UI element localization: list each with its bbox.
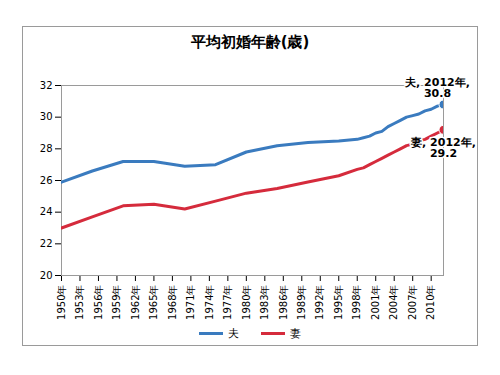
svg-text:30: 30	[40, 111, 53, 122]
html-text:妻: 妻	[290, 326, 301, 340]
html-text:平均初婚年齢(歳): 平均初婚年齢(歳)	[190, 33, 310, 51]
svg-text:1980年: 1980年	[241, 285, 252, 320]
svg-text:1974年: 1974年	[204, 285, 215, 320]
svg-text:32: 32	[40, 80, 53, 91]
svg-text:1998年: 1998年	[351, 285, 362, 320]
svg-text:1950年: 1950年	[56, 285, 67, 320]
svg-text:1965年: 1965年	[148, 285, 159, 320]
svg-text:1959年: 1959年	[111, 285, 122, 320]
svg-text:1986年: 1986年	[278, 285, 289, 320]
svg-text:1989年: 1989年	[296, 285, 307, 320]
svg-text:24: 24	[40, 206, 53, 217]
svg-text:2004年: 2004年	[388, 285, 399, 320]
svg-text:1968年: 1968年	[167, 285, 178, 320]
svg-text:妻, 2012年,29.2: 妻, 2012年,29.2	[410, 136, 476, 160]
svg-text:1995年: 1995年	[333, 285, 344, 320]
svg-text:2007年: 2007年	[407, 285, 418, 320]
svg-text:2001年: 2001年	[370, 285, 381, 320]
svg-text:1962年: 1962年	[130, 285, 141, 320]
svg-text:1977年: 1977年	[222, 285, 233, 320]
svg-text:20: 20	[40, 270, 53, 281]
svg-text:26: 26	[40, 175, 53, 186]
svg-text:2010年: 2010年	[425, 285, 436, 320]
svg-text:1953年: 1953年	[74, 285, 85, 320]
svg-text:夫, 2012年,30.8: 夫, 2012年,30.8	[404, 76, 470, 100]
svg-text:1983年: 1983年	[259, 285, 270, 320]
html-text:夫: 夫	[228, 326, 239, 340]
svg-text:28: 28	[40, 143, 53, 154]
svg-text:1971年: 1971年	[185, 285, 196, 320]
svg-text:22: 22	[40, 238, 53, 249]
svg-text:1992年: 1992年	[314, 285, 325, 320]
svg-text:1956年: 1956年	[93, 285, 104, 320]
